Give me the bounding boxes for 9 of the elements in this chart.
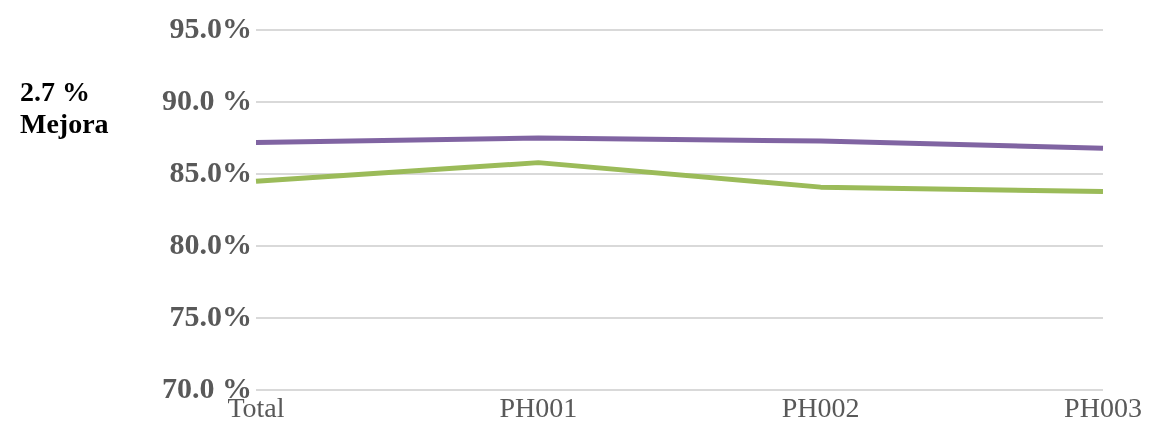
y-tick-label: 95.0%: [169, 10, 252, 44]
x-tick-label: PH002: [781, 391, 860, 423]
x-tick-label: PH003: [1064, 391, 1142, 423]
text: 2.7 % Mejora: [20, 76, 109, 140]
y-tick-label: 80.0%: [169, 226, 252, 260]
y-tick-label: 75.0%: [169, 299, 252, 333]
x-tick-label: PH001: [499, 391, 578, 423]
y-tick-label: 85.0%: [169, 154, 252, 188]
y-tick-label: 90.0 %: [162, 82, 252, 116]
